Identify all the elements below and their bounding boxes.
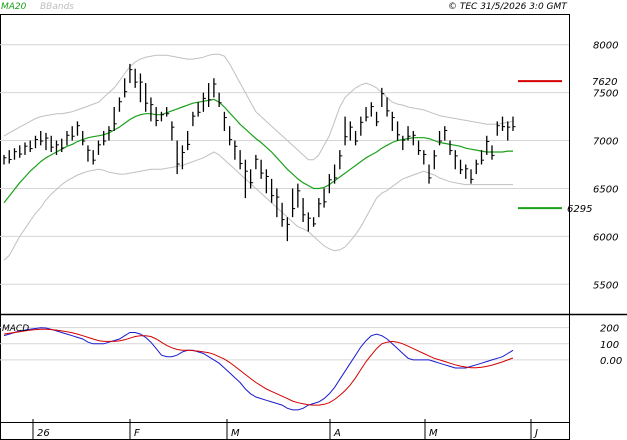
x-tick-label: F	[134, 428, 140, 439]
grid	[0, 14, 627, 440]
x-tick-label: J	[533, 428, 538, 439]
price-tick-label: 6500	[593, 184, 618, 195]
macd-tick-label: 100	[600, 340, 619, 351]
x-tick-label: 26	[37, 428, 50, 439]
macd-tick-label: 200	[600, 324, 619, 335]
x-tick-label: A	[333, 428, 341, 439]
x-tick-label: M	[429, 428, 438, 439]
bb-lower-line	[3, 151, 513, 261]
macd-y-ticks: 200 100 0.00	[600, 324, 622, 367]
price-tick-label: 8000	[593, 41, 618, 52]
price-tick-label: 5500	[593, 280, 618, 291]
macd-tick-label: 0.00	[600, 356, 622, 367]
bb-upper-line	[3, 53, 514, 161]
legend-bbands: BBands	[40, 2, 74, 12]
price-y-ticks: 8000 7500 7000 6500 6000 5500	[593, 41, 618, 292]
x-tick-label: M	[231, 428, 240, 439]
resistance-label: 7620	[592, 77, 617, 88]
price-tick-label: 7500	[593, 89, 618, 100]
ma20-line	[3, 98, 513, 204]
support-label: 6295	[567, 204, 592, 215]
price-tick-label: 6000	[593, 232, 618, 243]
copyright-text: © TEC 31/5/2026 3:0 GMT	[448, 2, 568, 12]
signal-line	[3, 328, 514, 406]
macd-line	[3, 327, 514, 411]
legend-ma20: MA20	[1, 2, 27, 12]
macd-label: MACD	[2, 324, 29, 334]
price-tick-label: 7000	[593, 137, 618, 148]
x-ticks: 26 F M A M J	[32, 419, 538, 440]
chart-frame	[0, 14, 570, 440]
price-bars	[3, 63, 516, 242]
